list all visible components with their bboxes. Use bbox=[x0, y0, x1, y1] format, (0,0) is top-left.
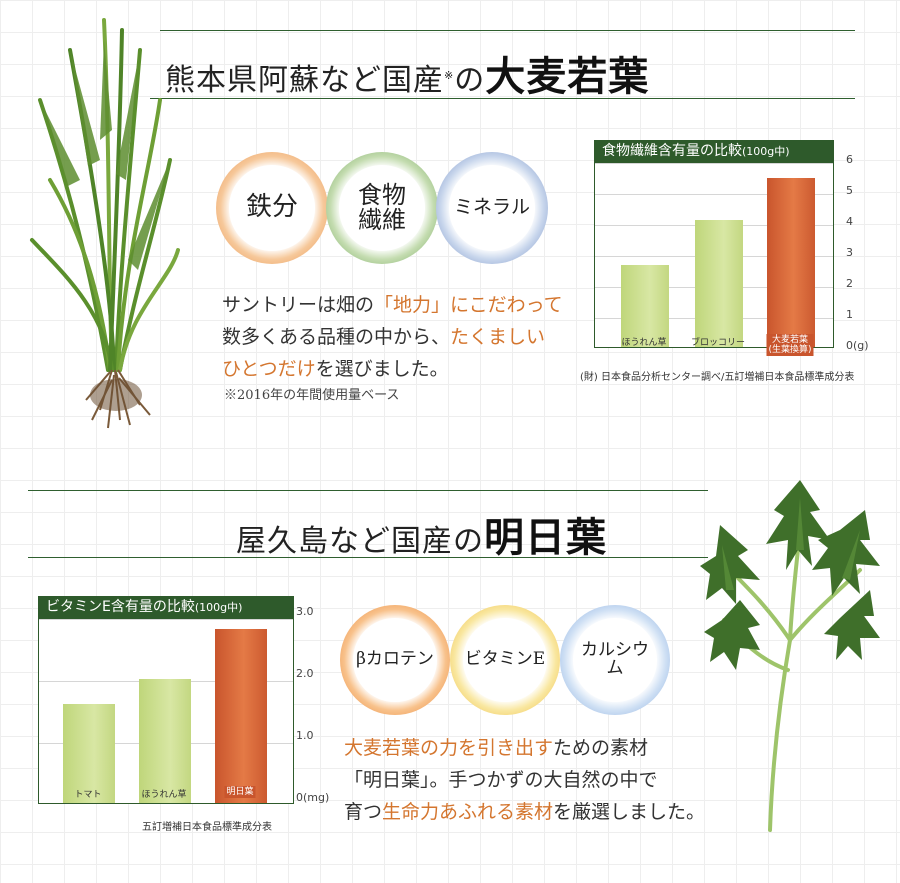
chart1-bar bbox=[621, 265, 669, 347]
chart2-title: ビタミンE含有量の比較 bbox=[46, 599, 195, 615]
para2-line3-highlight: 生命力あふれる素材 bbox=[382, 801, 554, 823]
chart1-y-tick: 6 bbox=[846, 153, 853, 166]
vitamin-e-label: ビタミンE bbox=[464, 649, 546, 670]
chart1-gridline bbox=[595, 194, 833, 195]
iron-label: 鉄分 bbox=[245, 192, 298, 223]
chart2-x-label: ほうれん草 bbox=[141, 790, 187, 800]
chart2-bar bbox=[139, 679, 191, 803]
chart1-x-label: ブロッコリー bbox=[690, 338, 746, 348]
chart2-title-unit: (100g中) bbox=[194, 601, 243, 614]
section1-footnote: ※2016年の年間使用量ベース bbox=[224, 388, 400, 403]
mineral-circle: ミネラル bbox=[436, 152, 548, 264]
chart1-bar bbox=[767, 178, 815, 347]
section2-para-line2: 「明日葉」。手つかずの大自然の中で bbox=[344, 764, 705, 796]
chart1-y-tick: 4 bbox=[846, 215, 853, 228]
chart1-source: (財) 日本食品分析センター調べ/五訂増補日本食品標準成分表 bbox=[580, 372, 855, 383]
section1-top-rule bbox=[160, 30, 855, 31]
section1-bottom-rule bbox=[150, 98, 855, 99]
section2-top-rule bbox=[28, 490, 708, 491]
para2-line1-highlight: 大麦若葉の力を引き出す bbox=[344, 737, 554, 759]
chart1-title-bar: 食物繊維含有量の比較(100g中) bbox=[594, 140, 834, 163]
para2-line2-text: 「明日葉」。手つかずの大自然の中で bbox=[344, 769, 658, 791]
para1-line1-highlight: 「地力」にこだわって bbox=[374, 294, 563, 316]
fiber-label-line1: 食物 bbox=[357, 180, 406, 209]
chart1-title: 食物繊維含有量の比較 bbox=[602, 143, 742, 159]
chart2-y-tick: 3.0 bbox=[296, 605, 314, 618]
chart2-title-bar: ビタミンE含有量の比較(100g中) bbox=[38, 596, 294, 619]
chart1-y-tick: 1 bbox=[846, 308, 853, 321]
para1-line2-highlight: たくましい bbox=[450, 326, 546, 348]
para2-line3-text-b: を厳選しました。 bbox=[553, 801, 706, 823]
section1-para-line3: ひとつだけを選びました。 bbox=[222, 353, 563, 385]
para1-line2-text: 数多くある品種の中から、 bbox=[222, 326, 451, 348]
section2-bottom-rule bbox=[28, 557, 708, 558]
calcium-circle: カルシウム bbox=[560, 605, 670, 715]
section1-heading-emphasis: 大麦若葉 bbox=[485, 53, 650, 100]
chart1-y-tick: 2 bbox=[846, 277, 853, 290]
chart1-plot-area bbox=[594, 162, 834, 348]
ashitaba-leaf-image bbox=[700, 480, 880, 832]
section2-heading-emphasis: 明日葉 bbox=[484, 514, 607, 561]
section2-paragraph: 大麦若葉の力を引き出すための素材 「明日葉」。手つかずの大自然の中で 育つ生命力… bbox=[344, 732, 705, 828]
chart2-x-label: 明日葉 bbox=[224, 786, 256, 798]
section1-heading-mark: ※ bbox=[444, 69, 455, 82]
section1-heading-text: 熊本県阿蘇など国産 bbox=[165, 63, 444, 98]
section2-heading-text: 屋久島など国産の bbox=[236, 524, 484, 559]
chart2-plot-area bbox=[38, 618, 294, 804]
chart1-y-tick: 0(g) bbox=[846, 339, 869, 352]
section2-para-line3: 育つ生命力あふれる素材を厳選しました。 bbox=[344, 796, 705, 828]
calcium-label: カルシウム bbox=[581, 640, 649, 678]
section1-para-line2: 数多くある品種の中から、たくましい bbox=[222, 321, 563, 353]
chart1-bar bbox=[695, 220, 743, 347]
section1-paragraph: サントリーは畑の「地力」にこだわって 数多くある品種の中から、たくましい ひとつ… bbox=[222, 289, 563, 385]
section1-para-line1: サントリーは畑の「地力」にこだわって bbox=[222, 289, 563, 321]
chart2-y-tick: 2.0 bbox=[296, 667, 314, 680]
para2-line3-text-a: 育つ bbox=[344, 801, 383, 823]
fiber-label-line2: 繊維 bbox=[357, 205, 406, 234]
beta-carotene-circle: βカロテン bbox=[340, 605, 450, 715]
chart2-bar bbox=[63, 704, 115, 803]
chart1-x-label: 大麦若葉 (生葉換算) bbox=[766, 334, 814, 356]
section1-heading-particle: の bbox=[454, 63, 486, 98]
dietary-fiber-circle: 食物 繊維 bbox=[326, 152, 438, 264]
vitamin-e-circle: ビタミンE bbox=[450, 605, 560, 715]
barley-grass-image bbox=[30, 18, 180, 429]
section2-para-line1: 大麦若葉の力を引き出すための素材 bbox=[344, 732, 705, 764]
chart2-source: 五訂増補日本食品標準成分表 bbox=[142, 822, 272, 833]
para1-line3-highlight: ひとつだけ bbox=[222, 358, 316, 380]
section1-heading: 熊本県阿蘇など国産※の大麦若葉 bbox=[165, 44, 649, 102]
mineral-label: ミネラル bbox=[453, 196, 530, 219]
chart2-x-label: トマト bbox=[74, 790, 102, 800]
chart2-bar bbox=[215, 629, 267, 803]
chart2-y-tick: 0(mg) bbox=[296, 791, 330, 804]
para1-line3-text: を選びました。 bbox=[315, 358, 449, 380]
para1-line1-text: サントリーは畑の bbox=[222, 294, 375, 316]
chart1-y-tick: 3 bbox=[846, 246, 853, 259]
section2-heading: 屋久島など国産の明日葉 bbox=[236, 505, 607, 563]
chart2-gridline bbox=[39, 619, 293, 620]
chart1-gridline bbox=[595, 163, 833, 164]
para2-line1-text: ための素材 bbox=[553, 737, 649, 759]
chart1-x-label: ほうれん草 bbox=[621, 338, 667, 348]
chart1-title-unit: (100g中) bbox=[742, 145, 790, 158]
iron-circle: 鉄分 bbox=[216, 152, 328, 264]
chart2-y-tick: 1.0 bbox=[296, 729, 314, 742]
chart1-y-tick: 5 bbox=[846, 184, 853, 197]
beta-carotene-label: βカロテン bbox=[356, 649, 434, 670]
